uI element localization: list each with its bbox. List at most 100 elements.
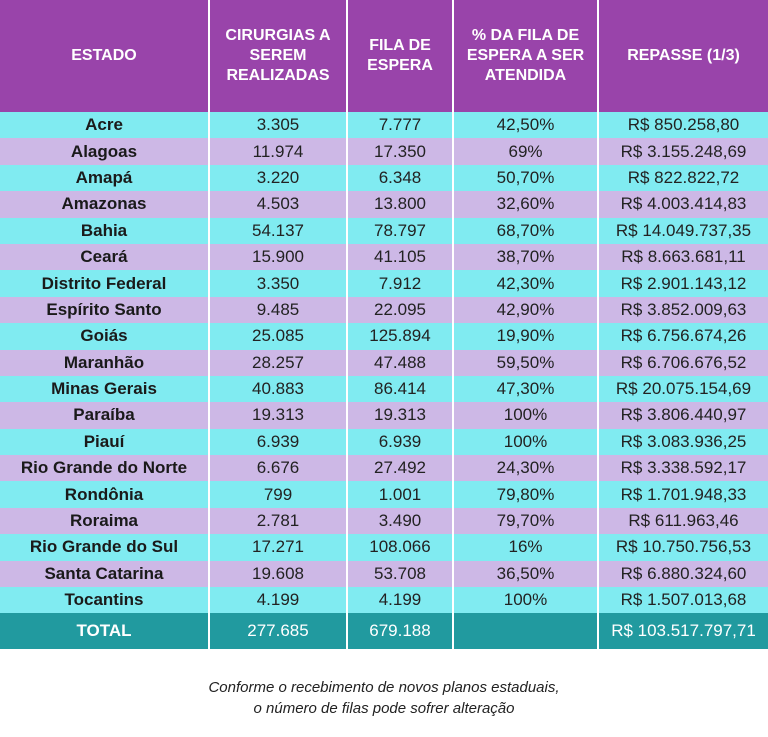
footnote-line-2: o número de filas pode sofrer alteração	[253, 700, 515, 717]
cell-fila: 22.095	[346, 296, 454, 324]
cell-estado: Ceará	[0, 243, 210, 271]
header-estado: ESTADO	[0, 0, 210, 112]
cell-cirurgias: 3.350	[208, 270, 348, 297]
cell-cirurgias: 17.271	[208, 534, 348, 561]
total-fila: 679.188	[346, 613, 454, 650]
table-row: Goiás 25.085 125.894 19,90% R$ 6.756.674,26	[0, 323, 768, 350]
table-row: Rio Grande do Norte 6.676 27.492 24,30% R$ 3…	[0, 455, 768, 482]
cell-cirurgias: 4.503	[208, 191, 348, 218]
cell-repasse: R$ 1.701.948,33	[597, 481, 768, 508]
cell-fila: 78.797	[346, 217, 454, 244]
table-row: Rio Grande do Sul 17.271 108.066 16% R$ 10.7…	[0, 534, 768, 561]
table-row: Acre 3.305 7.777 42,50% R$ 850.258,80	[0, 112, 768, 139]
cell-cirurgias: 6.676	[208, 455, 348, 482]
cell-repasse: R$ 3.852.009,63	[597, 296, 768, 324]
table-row: Paraíba 19.313 19.313 100% R$ 3.806.440,97	[0, 402, 768, 429]
cell-repasse: R$ 8.663.681,11	[597, 243, 768, 271]
header-repasse: REPASSE (1/3)	[597, 0, 768, 112]
total-row: TOTAL 277.685 679.188 R$ 103.517.797,71	[0, 613, 768, 650]
cell-fila: 7.912	[346, 270, 454, 297]
cell-percentual: 100%	[452, 428, 599, 456]
cell-percentual: 100%	[452, 587, 599, 614]
cell-percentual: 19,90%	[452, 323, 599, 350]
total-cirurgias: 277.685	[208, 613, 348, 650]
cell-fila: 19.313	[346, 402, 454, 429]
cell-percentual: 59,50%	[452, 349, 599, 376]
header-percentual: % DA FILA DE ESPERA A SER ATENDIDA	[452, 0, 599, 112]
cell-percentual: 68,70%	[452, 217, 599, 244]
cell-estado: Alagoas	[0, 138, 210, 165]
table-row: Tocantins 4.199 4.199 100% R$ 1.507.013,68	[0, 587, 768, 614]
footnote-line-1: Conforme o recebimento de novos planos e…	[208, 679, 560, 696]
cell-fila: 4.199	[346, 587, 454, 614]
header-cirurgias: CIRURGIAS A SEREM REALIZADAS	[208, 0, 348, 112]
cell-fila: 53.708	[346, 560, 454, 588]
cell-estado: Bahia	[0, 217, 210, 244]
cell-fila: 1.001	[346, 481, 454, 508]
cell-cirurgias: 3.305	[208, 112, 348, 139]
cell-repasse: R$ 10.750.756,53	[597, 534, 768, 561]
cell-fila: 41.105	[346, 243, 454, 271]
cell-estado: Rio Grande do Sul	[0, 534, 210, 561]
surgery-queue-table: ESTADO CIRURGIAS A SEREM REALIZADAS FILA…	[0, 0, 768, 650]
cell-percentual: 100%	[452, 402, 599, 429]
table-row: Bahia 54.137 78.797 68,70% R$ 14.049.737,35	[0, 217, 768, 244]
cell-estado: Minas Gerais	[0, 375, 210, 403]
cell-fila: 86.414	[346, 375, 454, 403]
cell-percentual: 79,80%	[452, 481, 599, 508]
cell-estado: Maranhão	[0, 349, 210, 376]
cell-cirurgias: 11.974	[208, 138, 348, 165]
cell-estado: Piauí	[0, 428, 210, 456]
cell-percentual: 50,70%	[452, 164, 599, 192]
cell-percentual: 42,50%	[452, 112, 599, 139]
cell-repasse: R$ 3.338.592,17	[597, 455, 768, 482]
cell-fila: 3.490	[346, 507, 454, 535]
cell-repasse: R$ 3.806.440,97	[597, 402, 768, 429]
table-row: Alagoas 11.974 17.350 69% R$ 3.155.248,69	[0, 138, 768, 165]
cell-estado: Santa Catarina	[0, 560, 210, 588]
cell-estado: Goiás	[0, 323, 210, 350]
table-row: Santa Catarina 19.608 53.708 36,50% R$ 6.880…	[0, 560, 768, 588]
footnote: Conforme o recebimento de novos planos e…	[0, 677, 768, 719]
cell-percentual: 36,50%	[452, 560, 599, 588]
table-row: Maranhão 28.257 47.488 59,50% R$ 6.706.676,5…	[0, 349, 768, 376]
table-row: Roraima 2.781 3.490 79,70% R$ 611.963,46	[0, 507, 768, 535]
cell-repasse: R$ 1.507.013,68	[597, 587, 768, 614]
total-percentual	[452, 613, 599, 650]
cell-fila: 47.488	[346, 349, 454, 376]
cell-percentual: 47,30%	[452, 375, 599, 403]
cell-cirurgias: 15.900	[208, 243, 348, 271]
cell-estado: Amazonas	[0, 191, 210, 218]
table-row: Amapá 3.220 6.348 50,70% R$ 822.822,72	[0, 164, 768, 192]
table-row: Espírito Santo 9.485 22.095 42,90% R$ 3.852.…	[0, 296, 768, 324]
table-row: Rondônia 799 1.001 79,80% R$ 1.701.948,33	[0, 481, 768, 508]
cell-estado: Rio Grande do Norte	[0, 455, 210, 482]
cell-cirurgias: 2.781	[208, 507, 348, 535]
cell-percentual: 79,70%	[452, 507, 599, 535]
table-row: Minas Gerais 40.883 86.414 47,30% R$ 20.075.…	[0, 375, 768, 403]
cell-fila: 6.939	[346, 428, 454, 456]
cell-fila: 6.348	[346, 164, 454, 192]
cell-percentual: 32,60%	[452, 191, 599, 218]
total-repasse: R$ 103.517.797,71	[597, 613, 768, 650]
cell-cirurgias: 40.883	[208, 375, 348, 403]
cell-percentual: 16%	[452, 534, 599, 561]
cell-fila: 7.777	[346, 112, 454, 139]
cell-estado: Tocantins	[0, 587, 210, 614]
cell-cirurgias: 4.199	[208, 587, 348, 614]
cell-cirurgias: 6.939	[208, 428, 348, 456]
cell-repasse: R$ 611.963,46	[597, 507, 768, 535]
table-row: Amazonas 4.503 13.800 32,60% R$ 4.003.414,83	[0, 191, 768, 218]
cell-fila: 13.800	[346, 191, 454, 218]
cell-repasse: R$ 3.155.248,69	[597, 138, 768, 165]
cell-repasse: R$ 3.083.936,25	[597, 428, 768, 456]
cell-estado: Acre	[0, 112, 210, 139]
cell-estado: Paraíba	[0, 402, 210, 429]
cell-estado: Espírito Santo	[0, 296, 210, 324]
cell-percentual: 69%	[452, 138, 599, 165]
cell-cirurgias: 799	[208, 481, 348, 508]
cell-fila: 27.492	[346, 455, 454, 482]
cell-repasse: R$ 822.822,72	[597, 164, 768, 192]
cell-repasse: R$ 850.258,80	[597, 112, 768, 139]
cell-repasse: R$ 4.003.414,83	[597, 191, 768, 218]
